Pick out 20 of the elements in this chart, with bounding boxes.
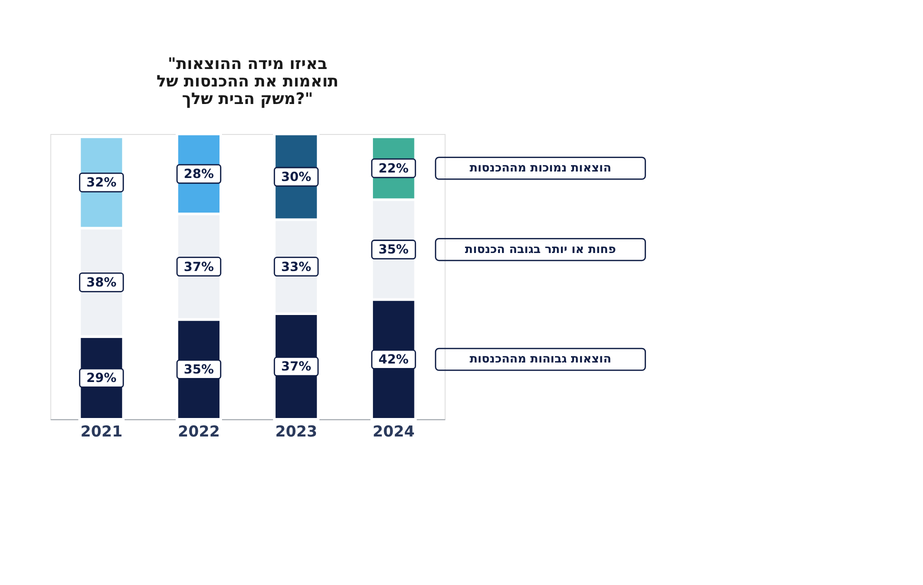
x-tick-label: 2023 — [275, 422, 318, 440]
data-label: 42% — [378, 352, 410, 367]
text: הוצאות נמוכות מההכנסות — [470, 160, 612, 175]
x-tick-label: 2024 — [372, 422, 415, 440]
chart-title: "באיזו מידה ההוצאות תואמות את ההכנסות של משק הבית שלך?" — [156, 54, 339, 108]
data-label: 35% — [378, 242, 410, 257]
data-label: 28% — [184, 166, 214, 182]
data-label: 33% — [281, 258, 312, 274]
data-label: 29% — [86, 370, 117, 386]
data-label: 37% — [184, 258, 214, 274]
data-label: 38% — [86, 274, 117, 290]
data-label: 37% — [281, 358, 312, 374]
x-tick-label: 2022 — [178, 422, 220, 440]
data-label: 35% — [184, 362, 214, 377]
data-label: 22% — [378, 160, 410, 176]
data-label: 30% — [281, 168, 312, 184]
x-tick-label: 2021 — [80, 422, 122, 440]
data-label: 32% — [86, 174, 117, 190]
text: פחות או יותר בגובה הכנסות — [464, 242, 616, 256]
text: הוצאות גבוהות מההכנסות — [470, 352, 612, 366]
